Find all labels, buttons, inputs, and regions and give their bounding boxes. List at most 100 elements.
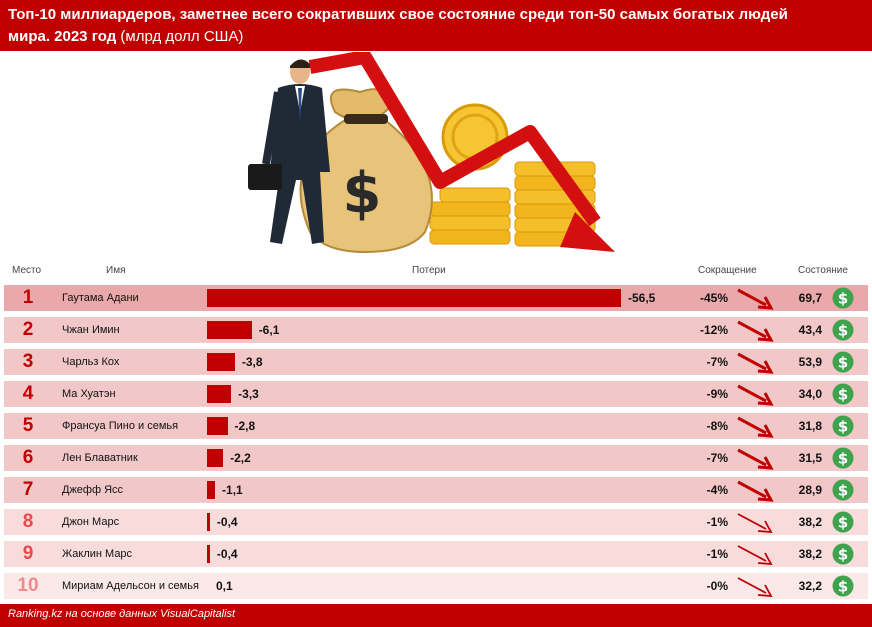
- down-arrow-icon: [737, 577, 773, 598]
- loss-bar: [207, 353, 235, 371]
- loss-value-label: -0,4: [216, 547, 238, 561]
- svg-text:$: $: [838, 418, 848, 436]
- loss-value-label: 0,1: [216, 579, 233, 593]
- billionaire-name: Ма Хуатэн: [62, 388, 116, 400]
- billionaire-name: Джон Марс: [62, 516, 120, 528]
- loss-bar: [207, 545, 210, 563]
- net-worth-value: 43,4: [798, 323, 822, 337]
- dollar-coin-icon: $: [832, 543, 854, 565]
- dollar-coin-icon: $: [832, 287, 854, 309]
- table-row: 6 Лен Блаватник -2,2 -7% 31,5 $: [4, 445, 868, 471]
- svg-text:$: $: [838, 578, 848, 596]
- rank-number: 6: [22, 447, 34, 468]
- loss-bar: [207, 289, 621, 307]
- net-worth-value: 32,2: [798, 579, 822, 593]
- decline-percent: -12%: [699, 323, 728, 337]
- coin-stacks: [429, 103, 596, 247]
- chart-title-line2: мира. 2023 год (млрд долл США): [8, 28, 243, 45]
- billionaire-name: Гаутама Адани: [62, 292, 139, 304]
- column-header-name: Имя: [106, 265, 126, 276]
- net-worth-value: 31,5: [798, 451, 822, 465]
- chart-title-unit: (млрд долл США): [120, 28, 244, 45]
- table-row: 3 Чарльз Кох -3,8 -7% 53,9 $: [4, 349, 868, 375]
- column-header-loss: Потери: [412, 265, 446, 276]
- dollar-coin-icon: $: [832, 319, 854, 341]
- dollar-coin-icon: $: [832, 351, 854, 373]
- table-row: 7 Джефф Ясс -1,1 -4% 28,9 $: [4, 477, 868, 503]
- table-row: 8 Джон Марс -0,4 -1% 38,2 $: [4, 509, 868, 535]
- net-worth-value: 69,7: [798, 291, 822, 305]
- dollar-coin-icon: $: [832, 479, 854, 501]
- chart-title: Топ-10 миллиардеров, заметнее всего сокр…: [8, 6, 788, 23]
- footer: Ranking.kz на основе данных VisualCapita…: [0, 604, 872, 627]
- decline-percent: -1%: [706, 547, 728, 561]
- down-arrow-icon: [737, 513, 773, 534]
- dollar-coin-icon: $: [832, 447, 854, 469]
- net-worth-value: 53,9: [798, 355, 822, 369]
- loss-value-label: -0,4: [216, 515, 238, 529]
- decline-percent: -0%: [706, 579, 728, 593]
- svg-text:$: $: [838, 482, 848, 500]
- table-row: 1 Гаутама Адани -56,5 -45% 69,7 $: [4, 285, 868, 311]
- rank-number: 8: [22, 511, 34, 532]
- decline-percent: -9%: [706, 387, 728, 401]
- rank-number: 4: [22, 383, 34, 404]
- dollar-coin-icon: $: [832, 415, 854, 437]
- loss-bar: [207, 449, 224, 467]
- decline-percent: -4%: [706, 483, 728, 497]
- rank-number: 7: [22, 479, 34, 500]
- dollar-coin-icon: $: [832, 575, 854, 597]
- decline-percent: -8%: [706, 419, 728, 433]
- down-arrow-icon: [737, 320, 774, 342]
- billionaire-name: Чарльз Кох: [62, 356, 120, 368]
- svg-text:$: $: [838, 354, 848, 372]
- down-arrow-icon: [737, 352, 774, 374]
- decline-percent: -7%: [706, 355, 728, 369]
- loss-value-label: -2,2: [230, 451, 251, 465]
- businessman-money-bag-falling-arrow-illustration: $: [248, 52, 615, 254]
- column-header-decline: Сокращение: [698, 265, 757, 276]
- table-row: 5 Франсуа Пино и семья -2,8 -8% 31,8 $: [4, 413, 868, 439]
- loss-value-label: -6,1: [258, 323, 280, 337]
- loss-value-label: -3,8: [241, 355, 263, 369]
- svg-text:$: $: [838, 450, 848, 468]
- svg-text:$: $: [838, 514, 848, 532]
- svg-text:$: $: [838, 546, 848, 564]
- down-arrow-icon: [737, 384, 774, 406]
- source-note: Ranking.kz на основе данных VisualCapita…: [8, 608, 236, 620]
- billionaire-name: Чжан Имин: [62, 324, 120, 336]
- net-worth-value: 28,9: [798, 483, 822, 497]
- dollar-coin-icon: $: [832, 511, 854, 533]
- loss-bar: [207, 417, 228, 435]
- loss-bar: [207, 321, 252, 339]
- loss-bar: [207, 513, 210, 531]
- svg-text:$: $: [343, 161, 382, 226]
- loss-value-label: -2,8: [234, 419, 256, 433]
- loss-bar: [207, 577, 209, 595]
- column-header-rank: Место: [12, 265, 42, 276]
- rank-number: 10: [17, 575, 39, 596]
- billionaire-name: Жаклин Марс: [62, 548, 133, 560]
- money-bag: $: [299, 88, 433, 254]
- down-arrow-icon: [737, 545, 773, 566]
- dollar-coin-icon: $: [832, 383, 854, 405]
- down-arrow-icon: [737, 448, 774, 470]
- down-arrow-icon: [737, 416, 774, 438]
- loss-bar: [207, 385, 232, 403]
- businessman: [248, 59, 330, 244]
- loss-value-label: -1,1: [222, 483, 243, 497]
- billionaire-name: Франсуа Пино и семья: [62, 420, 179, 432]
- loss-value-label: -3,3: [238, 387, 259, 401]
- chart-title-year: мира. 2023 год: [8, 28, 117, 45]
- down-arrow-icon: [737, 480, 774, 502]
- loss-bar: [207, 481, 216, 499]
- rank-number: 2: [22, 319, 34, 340]
- billionaire-name: Лен Блаватник: [62, 452, 138, 464]
- rank-number: 1: [22, 287, 34, 308]
- net-worth-value: 34,0: [798, 387, 822, 401]
- svg-text:$: $: [838, 322, 848, 340]
- rank-number: 9: [22, 543, 34, 564]
- loss-value-label: -56,5: [628, 291, 656, 305]
- decline-percent: -45%: [699, 291, 728, 305]
- rank-number: 5: [22, 415, 34, 436]
